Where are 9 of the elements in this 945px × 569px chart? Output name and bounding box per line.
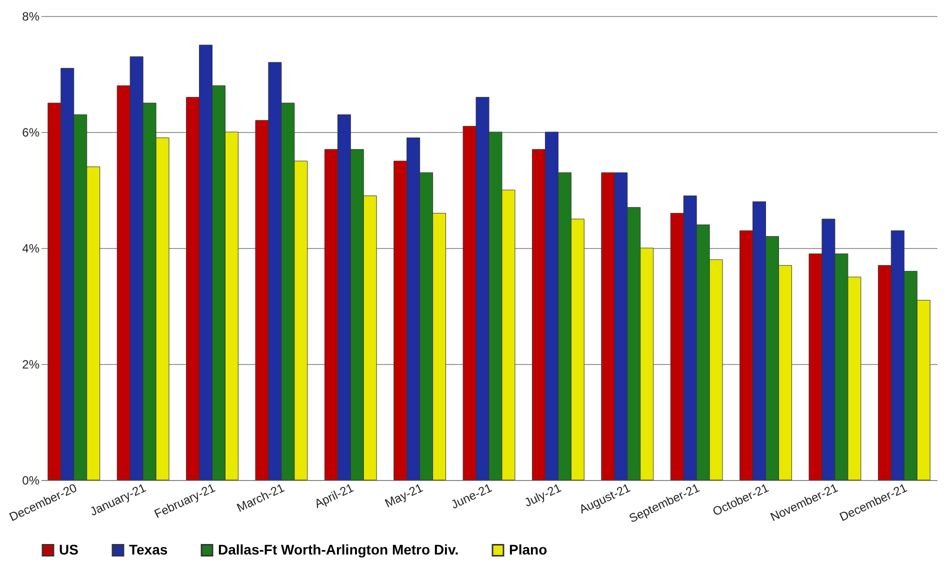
legend-label: Texas xyxy=(129,541,168,558)
y-tick-label: 4% xyxy=(22,242,40,256)
y-tick-label: 8% xyxy=(22,10,40,24)
legend-label: Plano xyxy=(509,541,548,558)
legend-label: Dallas-Ft Worth-Arlington Metro Div. xyxy=(218,541,459,558)
y-tick-label: 2% xyxy=(22,358,40,372)
y-tick-label: 6% xyxy=(22,126,40,140)
legend-label: US xyxy=(59,541,78,558)
y-tick-label: 0% xyxy=(22,474,40,488)
